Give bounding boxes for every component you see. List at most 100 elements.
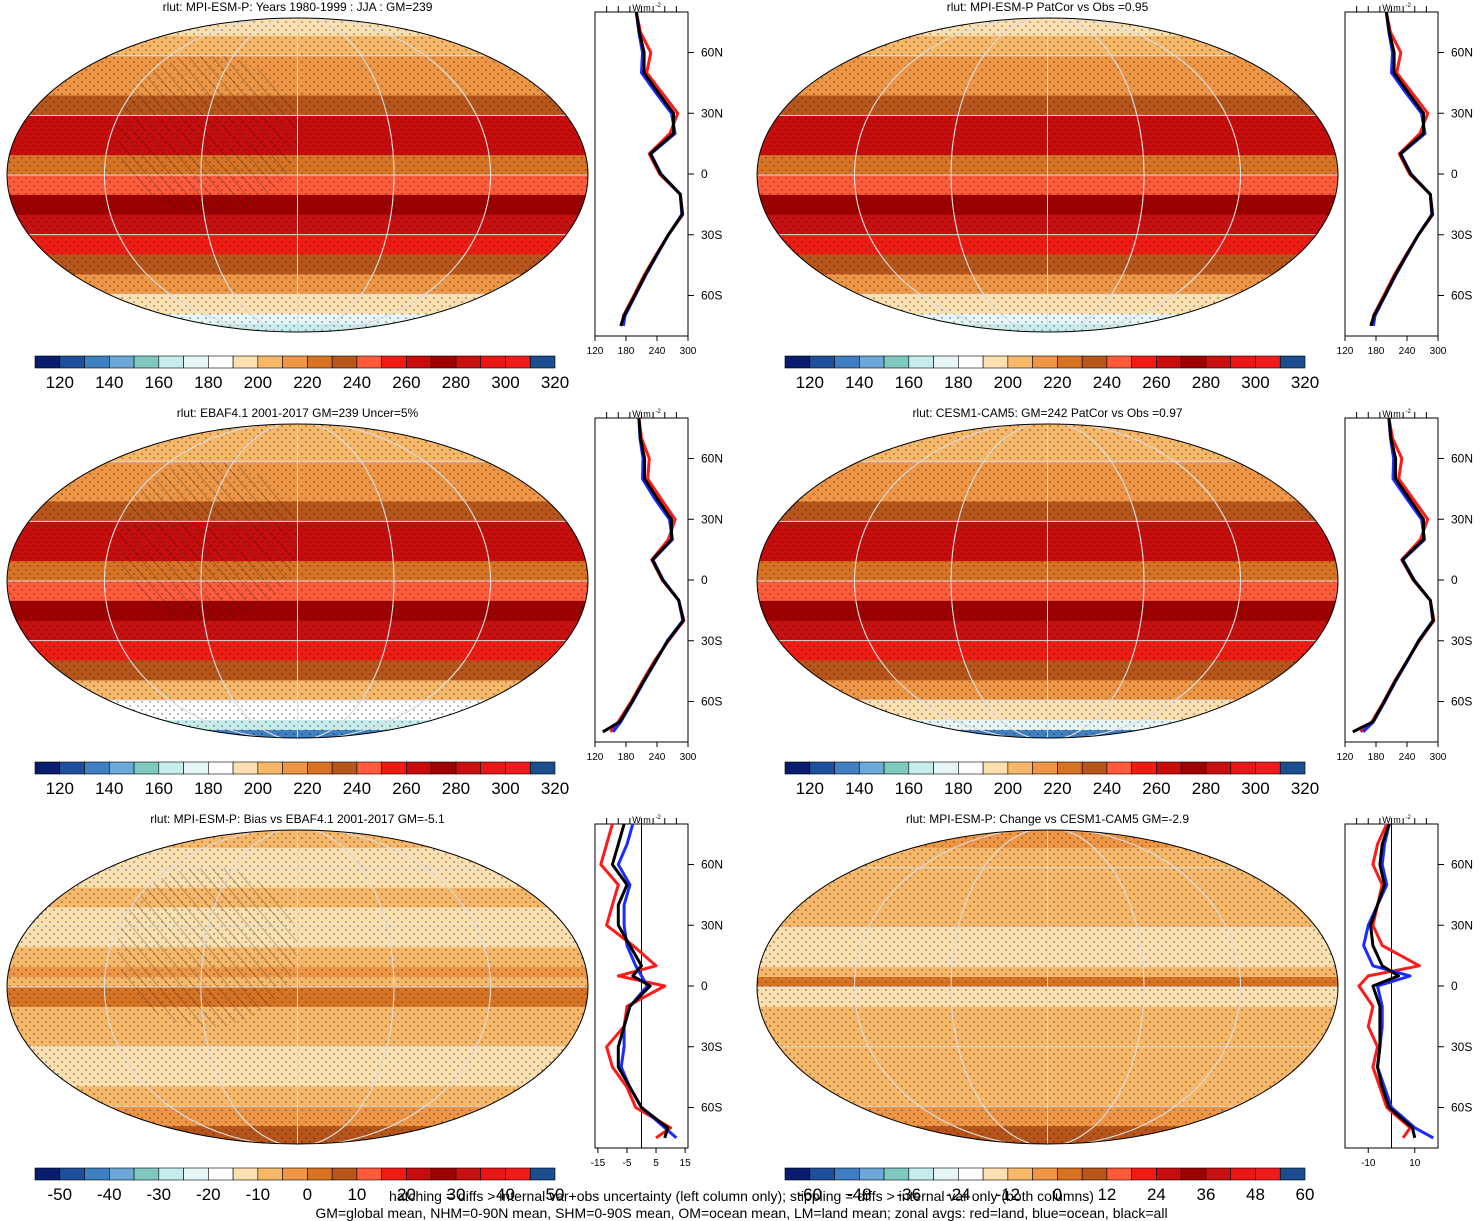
colorbar-tick-label: 120 <box>796 373 824 392</box>
colorbar-swatch <box>529 1167 556 1181</box>
colorbar-swatch <box>331 761 358 775</box>
graticule-lon <box>103 18 492 332</box>
colorbar: 120 140 160 180 200 220 240 260 280 300 320 <box>34 355 569 392</box>
colorbar-swatch <box>809 761 835 775</box>
colorbar-tick-label: 140 <box>95 779 123 798</box>
colorbar-swatch <box>982 355 1009 369</box>
colorbar-swatch <box>307 355 333 369</box>
zonal-x-label: 240 <box>1399 752 1416 763</box>
colorbar: 120 140 160 180 200 220 240 260 280 300 320 <box>784 761 1319 798</box>
colorbar-swatch <box>356 355 382 369</box>
colorbar-swatch <box>480 761 506 775</box>
colorbar-swatch <box>133 355 160 369</box>
colorbar-swatch <box>480 355 506 369</box>
zonal-lat-label: 30S <box>701 1040 722 1054</box>
colorbar-tick-label: 160 <box>895 373 923 392</box>
zonal-x-label: 5 <box>653 1158 659 1169</box>
colorbar-swatch <box>208 761 234 775</box>
colorbar-swatch <box>282 1167 308 1181</box>
colorbar-tick-label: -50 <box>47 1185 72 1204</box>
colorbar-swatch <box>108 355 135 369</box>
colorbar-swatch <box>158 1167 184 1181</box>
colorbar-swatch <box>1279 1167 1306 1181</box>
colorbar-swatch <box>257 761 283 775</box>
footer-line-2: GM=global mean, NHM=0-90N mean, SHM=0-90… <box>315 1205 1168 1221</box>
colorbar-swatch <box>208 355 234 369</box>
colorbar-swatch <box>84 761 110 775</box>
zonal-x-label: 15 <box>680 1158 692 1169</box>
colorbar-tick-label: -48 <box>847 1185 872 1204</box>
hatching <box>117 867 298 1027</box>
colorbar-swatch <box>59 1167 85 1181</box>
zonal-lat-label: 30S <box>701 228 722 242</box>
zonal-line-all <box>1352 417 1435 734</box>
colorbar-swatch <box>1081 1167 1108 1181</box>
colorbar-swatch <box>908 761 934 775</box>
colorbar-swatch <box>809 355 835 369</box>
zonal-lat-label: 60S <box>1451 695 1472 709</box>
panel-6: rlut: MPI-ESM-P: Change vs CESM1-CAM5 GM… <box>756 812 1473 1204</box>
colorbar-swatch <box>307 1167 333 1181</box>
colorbar-swatch <box>784 761 811 775</box>
zonal-lat-label: 0 <box>701 167 708 181</box>
colorbar-swatch <box>1156 761 1182 775</box>
colorbar-swatch <box>933 761 959 775</box>
hatching <box>117 55 298 215</box>
colorbar-swatch <box>958 761 984 775</box>
colorbar-tick-label: 300 <box>491 373 519 392</box>
colorbar-tick-label: 200 <box>994 373 1022 392</box>
zonal-x-label: 240 <box>1399 346 1416 357</box>
zonal-line-ocean <box>1371 11 1434 327</box>
zonal-x-label: 180 <box>1368 346 1385 357</box>
zonal-lat-label: 60N <box>1451 858 1473 872</box>
colorbar-swatch <box>1279 355 1306 369</box>
colorbar-tick-label: 240 <box>1093 373 1121 392</box>
colorbar-tick-label: 120 <box>46 373 74 392</box>
colorbar-swatch <box>34 761 61 775</box>
graticule-lon <box>200 424 395 738</box>
zonal-lat-label: 30S <box>1451 634 1472 648</box>
colorbar-swatch <box>982 1167 1009 1181</box>
zonal-frame <box>1344 417 1439 743</box>
colorbar-swatch <box>1057 1167 1083 1181</box>
panel-title: rlut: MPI-ESM-P: Change vs CESM1-CAM5 GM… <box>906 812 1189 826</box>
colorbar-swatch <box>958 355 984 369</box>
colorbar-swatch <box>84 1167 110 1181</box>
colorbar-swatch <box>1007 761 1033 775</box>
colorbar-swatch <box>834 761 860 775</box>
colorbar-tick-label: 260 <box>1142 373 1170 392</box>
zonal-x-label: 120 <box>587 752 604 763</box>
zonal-x-label: 300 <box>1430 346 1447 357</box>
colorbar-swatch <box>158 355 184 369</box>
colorbar-tick-label: 220 <box>1043 373 1071 392</box>
colorbar-tick-label: 320 <box>541 779 569 798</box>
zonal-lat-label: 30N <box>701 106 723 120</box>
colorbar-swatch <box>232 1167 259 1181</box>
zonal-lat-label: 60S <box>701 1101 722 1115</box>
colorbar-tick-label: 200 <box>244 373 272 392</box>
panel-title: rlut: CESM1-CAM5: GM=242 PatCor vs Obs =… <box>912 406 1182 420</box>
colorbar-tick-label: -24 <box>946 1185 971 1204</box>
colorbar-swatch <box>1131 1167 1157 1181</box>
colorbar-swatch <box>1081 355 1108 369</box>
zonal-x-label: 180 <box>618 752 635 763</box>
zonal-lat-label: 60S <box>701 289 722 303</box>
colorbar-swatch <box>133 761 160 775</box>
colorbar-swatch <box>883 761 910 775</box>
colorbar-swatch <box>809 1167 835 1181</box>
colorbar-swatch <box>1255 355 1281 369</box>
graticule-lon <box>853 18 1242 332</box>
colorbar-tick-label: 220 <box>293 373 321 392</box>
colorbar-tick-label: 320 <box>1291 373 1319 392</box>
colorbar-tick-label: 300 <box>1241 779 1269 798</box>
colorbar-tick-label: 300 <box>1241 373 1269 392</box>
colorbar-swatch <box>331 355 358 369</box>
colorbar-tick-label: 320 <box>541 373 569 392</box>
colorbar-swatch <box>858 355 885 369</box>
colorbar: 120 140 160 180 200 220 240 260 280 300 320 <box>784 355 1319 392</box>
colorbar-swatch <box>183 355 209 369</box>
colorbar-tick-label: 120 <box>46 779 74 798</box>
